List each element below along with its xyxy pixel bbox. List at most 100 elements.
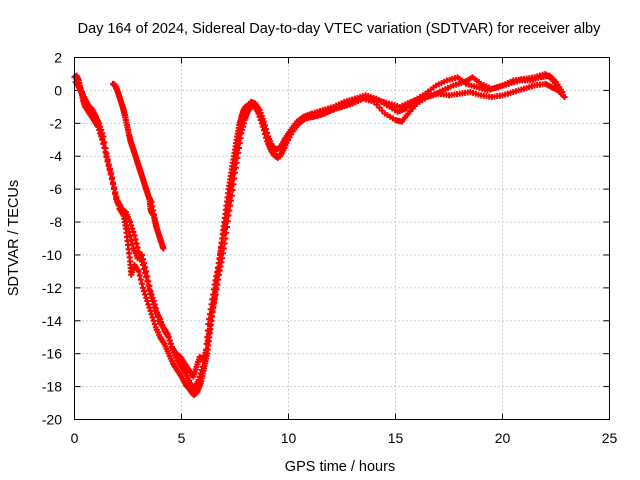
data-point — [142, 291, 149, 298]
data-point — [142, 264, 149, 271]
data-point — [136, 272, 143, 279]
plot-frame — [74, 57, 610, 420]
data-point — [204, 334, 211, 341]
data-point — [117, 202, 124, 209]
y-tick-label: -8 — [50, 214, 63, 230]
data-point — [137, 276, 144, 283]
data-point — [98, 126, 105, 133]
y-axis-title: SDTVAR / TECUs — [6, 180, 22, 296]
data-point — [230, 166, 237, 173]
data-point — [151, 321, 158, 328]
data-point — [148, 291, 155, 298]
data-point — [104, 156, 111, 163]
chart-title: Day 164 of 2024, Sidereal Day-to-day VTE… — [78, 21, 602, 37]
y-tick-label: -4 — [50, 148, 63, 164]
data-point — [112, 191, 119, 198]
data-point — [195, 377, 202, 384]
data-point — [121, 215, 128, 222]
series-arc-third-pass — [74, 72, 566, 380]
x-tick-label: 15 — [388, 430, 404, 446]
data-point — [108, 176, 115, 183]
y-tick-label: -18 — [42, 379, 62, 395]
data-point — [561, 93, 568, 100]
data-point — [145, 301, 152, 308]
data-point — [196, 373, 203, 380]
data-point — [141, 288, 148, 295]
data-point — [126, 228, 133, 235]
data-point — [263, 126, 270, 133]
data-point — [147, 307, 154, 314]
data-point — [146, 304, 153, 311]
data-point — [264, 129, 271, 136]
data-point — [120, 212, 127, 219]
data-point — [151, 301, 158, 308]
data-point — [143, 268, 150, 275]
data-point — [199, 363, 206, 370]
data-point — [160, 245, 167, 252]
data-point — [144, 273, 151, 280]
data-point — [123, 222, 130, 229]
data-point — [164, 330, 171, 337]
data-point — [233, 149, 240, 156]
data-point — [559, 89, 566, 96]
y-tick-label: -20 — [42, 412, 62, 428]
y-tick-label: 2 — [54, 50, 62, 66]
data-point — [198, 367, 205, 374]
data-point — [107, 171, 114, 178]
data-point — [150, 317, 157, 324]
data-point — [111, 186, 118, 193]
data-point — [165, 334, 172, 341]
data-point — [127, 233, 134, 240]
data-point — [260, 118, 267, 125]
data-point — [149, 294, 156, 301]
data-marks — [71, 70, 568, 398]
data-point — [145, 278, 152, 285]
tick-labels: 0 5 10 15 20 25-20-18-16-14-12-10-8-6-4-202 — [42, 50, 618, 447]
series-arc-late-start-b — [113, 84, 165, 245]
data-point — [135, 268, 142, 275]
data-point — [147, 288, 154, 295]
data-point — [125, 225, 131, 232]
x-axis-title: GPS time / hours — [285, 459, 395, 475]
data-point — [110, 181, 117, 188]
data-point — [158, 238, 165, 245]
data-point — [128, 237, 135, 244]
data-point — [139, 256, 146, 263]
data-point — [97, 123, 104, 130]
x-tick-label: 25 — [602, 430, 618, 446]
data-point — [166, 337, 173, 344]
data-point — [102, 145, 109, 151]
data-point — [231, 160, 238, 167]
data-point — [138, 251, 145, 258]
x-tick-label: 0 — [71, 430, 79, 446]
data-point — [261, 122, 268, 129]
data-point — [197, 370, 204, 377]
data-point — [129, 241, 136, 248]
data-point — [141, 260, 148, 267]
data-point — [144, 298, 151, 305]
y-tick-label: -16 — [42, 346, 62, 362]
data-point — [204, 327, 211, 334]
data-point — [149, 314, 156, 321]
data-point — [203, 347, 210, 354]
data-point — [138, 280, 145, 287]
data-point — [143, 294, 150, 301]
data-point — [101, 139, 108, 146]
data-point — [139, 284, 146, 291]
y-tick-label: -10 — [42, 247, 62, 263]
data-point — [232, 154, 239, 161]
data-point — [96, 120, 103, 127]
x-tick-label: 20 — [495, 430, 511, 446]
data-point — [119, 209, 126, 216]
y-tick-label: -14 — [42, 313, 62, 329]
y-tick-label: -12 — [42, 280, 62, 296]
x-tick-label: 10 — [281, 430, 297, 446]
data-point — [203, 340, 210, 347]
data-point — [150, 298, 157, 305]
x-tick-label: 5 — [178, 430, 186, 446]
data-point — [148, 311, 155, 318]
data-point — [153, 309, 160, 316]
data-point — [99, 130, 106, 137]
